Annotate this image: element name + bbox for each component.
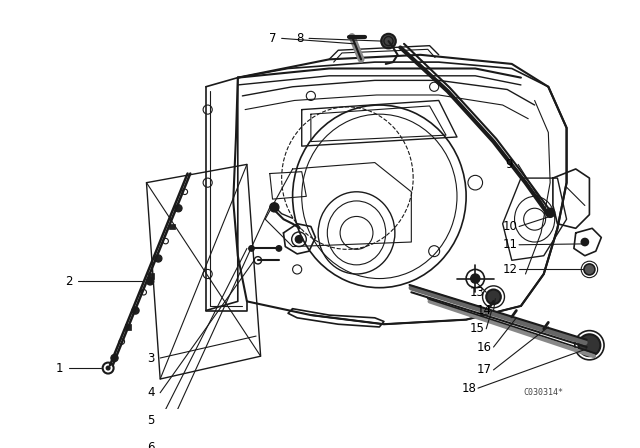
- Text: 5: 5: [147, 414, 155, 426]
- Circle shape: [486, 289, 501, 304]
- Text: 4: 4: [147, 386, 155, 399]
- Text: 15: 15: [470, 322, 484, 335]
- Text: 13: 13: [470, 286, 484, 299]
- Text: 10: 10: [502, 220, 517, 233]
- Circle shape: [381, 34, 396, 48]
- Circle shape: [584, 264, 595, 275]
- Bar: [148, 273, 154, 279]
- Circle shape: [147, 278, 154, 285]
- Text: C030314*: C030314*: [524, 388, 564, 397]
- Text: 3: 3: [147, 352, 155, 365]
- Text: 2: 2: [65, 275, 72, 288]
- Text: 6: 6: [147, 441, 155, 448]
- Text: 11: 11: [502, 238, 518, 251]
- Circle shape: [132, 307, 139, 314]
- Text: 18: 18: [461, 382, 476, 395]
- Text: 1: 1: [56, 362, 63, 375]
- Text: 7: 7: [269, 32, 276, 45]
- Circle shape: [270, 203, 279, 212]
- Text: 17: 17: [477, 363, 492, 376]
- Text: 14: 14: [477, 304, 492, 317]
- Circle shape: [276, 246, 282, 251]
- Circle shape: [579, 334, 600, 356]
- Bar: [125, 324, 131, 330]
- Bar: [170, 224, 175, 229]
- Text: 9: 9: [506, 158, 513, 171]
- Circle shape: [295, 236, 303, 243]
- Text: 16: 16: [477, 340, 492, 353]
- Circle shape: [111, 354, 118, 362]
- Text: 8: 8: [296, 32, 303, 45]
- Circle shape: [249, 246, 254, 251]
- Circle shape: [155, 255, 162, 262]
- Circle shape: [106, 366, 110, 370]
- Circle shape: [545, 208, 555, 217]
- Text: 12: 12: [502, 263, 518, 276]
- Circle shape: [581, 238, 589, 246]
- Circle shape: [175, 205, 182, 212]
- Circle shape: [470, 274, 480, 283]
